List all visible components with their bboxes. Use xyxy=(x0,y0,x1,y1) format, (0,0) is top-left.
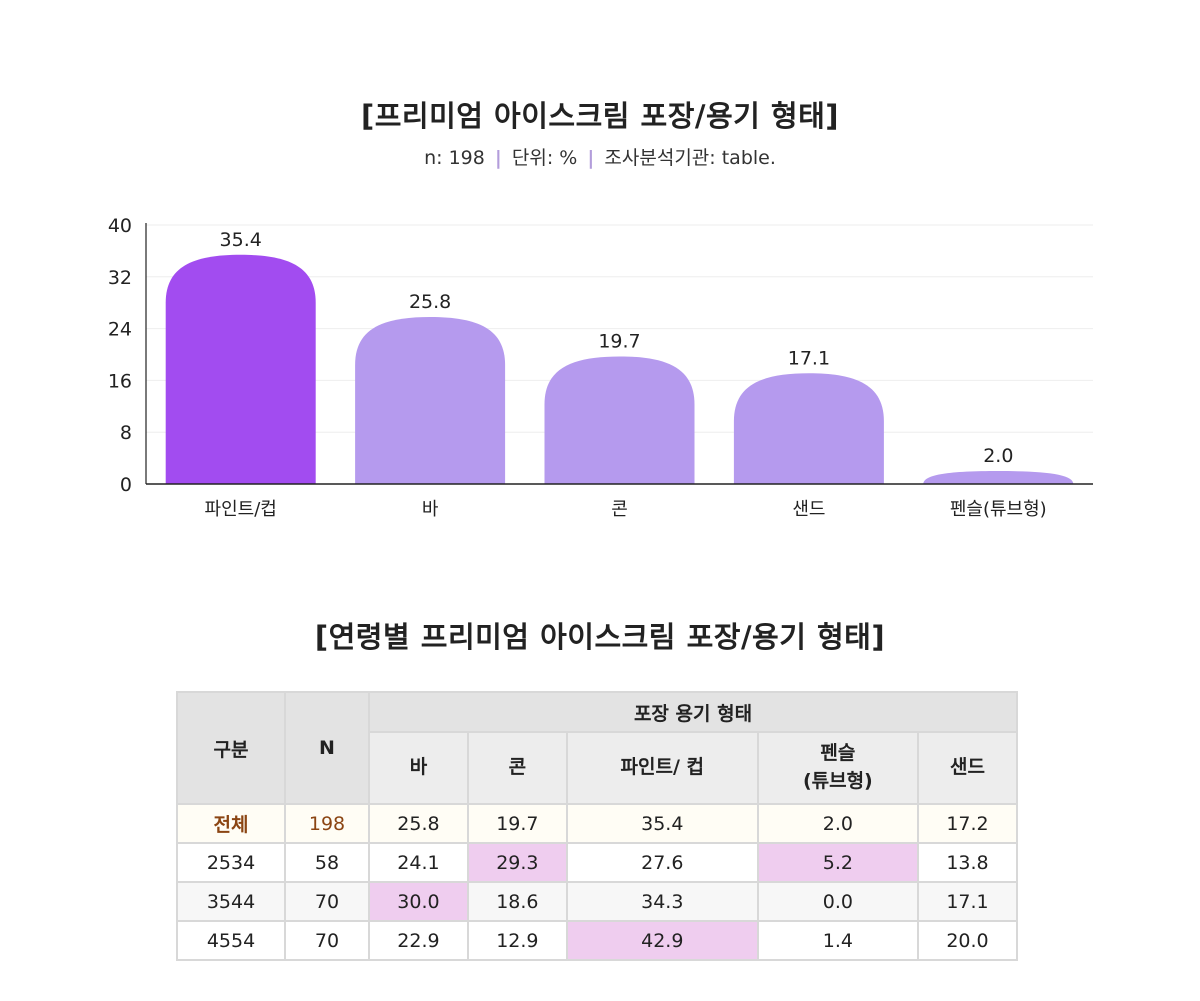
data-label: 35.4 xyxy=(220,229,262,251)
column-header: 펜슬 (튜브형) xyxy=(756,731,920,805)
column-header: 콘 xyxy=(466,731,568,805)
bar xyxy=(544,356,695,484)
row-n: 198 xyxy=(284,803,370,844)
data-label: 17.1 xyxy=(788,347,830,369)
y-tick-label: 16 xyxy=(108,370,132,392)
bar xyxy=(165,254,316,484)
table-cell: 35.4 xyxy=(565,803,759,844)
table-cell: 22.9 xyxy=(368,920,469,961)
chart-title: [프리미엄 아이스크림 포장/용기 형태] xyxy=(360,99,840,133)
data-label: 2.0 xyxy=(983,445,1013,467)
column-header-sublabel: (튜브형) xyxy=(802,770,873,792)
table-cell: 18.6 xyxy=(466,881,568,922)
table-cell: 12.9 xyxy=(466,920,568,961)
unit-label: 단위: % xyxy=(511,147,578,169)
row-label: 전체 xyxy=(176,803,286,844)
table-cell: 17.1 xyxy=(917,881,1018,922)
column-header-label: 콘 xyxy=(508,756,527,779)
table-cell: 1.4 xyxy=(756,920,920,961)
table-cell: 29.3 xyxy=(466,842,568,883)
table-cell: 25.8 xyxy=(368,803,469,844)
source-label: 조사분석기관: table. xyxy=(604,147,776,169)
table-cell: 24.1 xyxy=(368,842,469,883)
table-cell: 5.2 xyxy=(756,842,920,883)
table-cell: 30.0 xyxy=(368,881,469,922)
gubun-header: 구분 xyxy=(176,691,286,805)
row-n: 70 xyxy=(284,881,370,922)
data-label: 19.7 xyxy=(598,330,640,352)
column-header-label: 펜슬 xyxy=(820,742,856,765)
x-tick-label: 샌드 xyxy=(792,499,825,520)
bar xyxy=(733,373,884,484)
column-header: 파인트/ 컵 xyxy=(565,731,759,805)
x-tick-label: 파인트/컵 xyxy=(205,499,277,520)
n-header: N xyxy=(284,691,370,805)
x-tick-label: 펜슬(튜브형) xyxy=(950,499,1047,520)
row-label: 3544 xyxy=(176,881,286,922)
column-header-label: 파인트/ 컵 xyxy=(620,756,704,779)
y-tick-label: 40 xyxy=(108,215,132,237)
column-header: 바 xyxy=(368,731,469,805)
table-row: 4554 70 22.9 12.9 42.9 1.4 20.0 xyxy=(176,920,1018,961)
table-cell: 13.8 xyxy=(917,842,1018,883)
table-cell: 2.0 xyxy=(756,803,920,844)
table-cell: 19.7 xyxy=(466,803,568,844)
y-tick-label: 0 xyxy=(120,474,132,496)
column-header: 샌드 xyxy=(917,731,1018,805)
table-row: 3544 70 30.0 18.6 34.3 0.0 17.1 xyxy=(176,881,1018,922)
row-label: 2534 xyxy=(176,842,286,883)
group-header: 포장 용기 형태 xyxy=(368,691,1018,733)
bar-chart: 0 8 16 24 32 40 35.4 파인트/컵 25.8 바 19.7 콘 17.1 샌드 2.0 펜슬… xyxy=(108,215,1093,520)
y-tick-label: 8 xyxy=(120,422,132,444)
table-row: 2534 58 24.1 29.3 27.6 5.2 13.8 xyxy=(176,842,1018,883)
bar xyxy=(355,316,506,484)
x-tick-label: 바 xyxy=(422,499,439,520)
chart-subtitle: n: 198 | 단위: % | 조사분석기관: table. xyxy=(0,143,1200,170)
table-cell: 17.2 xyxy=(917,803,1018,844)
table-cell: 0.0 xyxy=(756,881,920,922)
separator: | xyxy=(587,147,595,169)
table-cell: 20.0 xyxy=(917,920,1018,961)
table-row: 전체 198 25.8 19.7 35.4 2.0 17.2 xyxy=(176,803,1018,844)
age-table: 구분 N 포장 용기 형태 바 콘 파인트/ 컵 펜슬 (튜브형) 샌드 전체 198 25.… xyxy=(176,691,1018,961)
table-title: [연령별 프리미엄 아이스크림 포장/용기 형태] xyxy=(314,620,886,654)
sample-size: n: 198 xyxy=(424,147,485,169)
row-label: 4554 xyxy=(176,920,286,961)
x-tick-label: 콘 xyxy=(611,499,628,520)
y-tick-label: 24 xyxy=(108,319,132,341)
table-cell: 27.6 xyxy=(565,842,759,883)
table-cell: 34.3 xyxy=(565,881,759,922)
bar xyxy=(923,471,1074,484)
row-n: 58 xyxy=(284,842,370,883)
column-header-label: 샌드 xyxy=(950,756,985,779)
y-tick-label: 32 xyxy=(108,267,132,289)
data-label: 25.8 xyxy=(409,291,451,313)
row-n: 70 xyxy=(284,920,370,961)
column-header-label: 바 xyxy=(409,756,428,779)
separator: | xyxy=(494,147,502,169)
table-cell: 42.9 xyxy=(565,920,759,961)
